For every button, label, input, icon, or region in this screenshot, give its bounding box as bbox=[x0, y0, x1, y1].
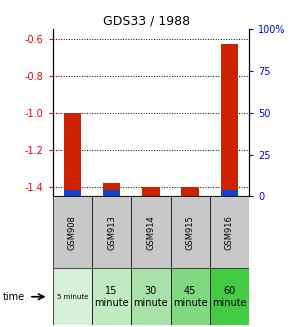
Bar bbox=[171, 268, 210, 325]
Bar bbox=[221, 190, 238, 196]
Bar bbox=[103, 190, 120, 196]
Text: GSM908: GSM908 bbox=[68, 215, 77, 250]
Text: GSM916: GSM916 bbox=[225, 215, 234, 250]
Text: time: time bbox=[3, 292, 25, 302]
Bar bbox=[142, 187, 160, 196]
Bar bbox=[92, 196, 131, 268]
Bar bbox=[210, 196, 249, 268]
Bar bbox=[53, 268, 92, 325]
Bar bbox=[53, 196, 92, 268]
Bar bbox=[210, 268, 249, 325]
Text: 60
minute: 60 minute bbox=[212, 286, 247, 308]
Text: GDS33 / 1988: GDS33 / 1988 bbox=[103, 15, 190, 28]
Text: GSM915: GSM915 bbox=[186, 215, 195, 250]
Bar bbox=[221, 44, 238, 196]
Bar bbox=[131, 196, 171, 268]
Bar bbox=[64, 190, 81, 196]
Bar bbox=[181, 187, 199, 196]
Bar bbox=[92, 268, 131, 325]
Text: GSM913: GSM913 bbox=[107, 215, 116, 250]
Bar bbox=[131, 268, 171, 325]
Text: 15
minute: 15 minute bbox=[94, 286, 129, 308]
Text: 5 minute: 5 minute bbox=[57, 294, 88, 300]
Text: GSM914: GSM914 bbox=[146, 215, 155, 250]
Bar bbox=[64, 113, 81, 196]
Text: 30
minute: 30 minute bbox=[134, 286, 168, 308]
Text: 45
minute: 45 minute bbox=[173, 286, 207, 308]
Bar bbox=[103, 183, 120, 196]
Bar bbox=[171, 196, 210, 268]
